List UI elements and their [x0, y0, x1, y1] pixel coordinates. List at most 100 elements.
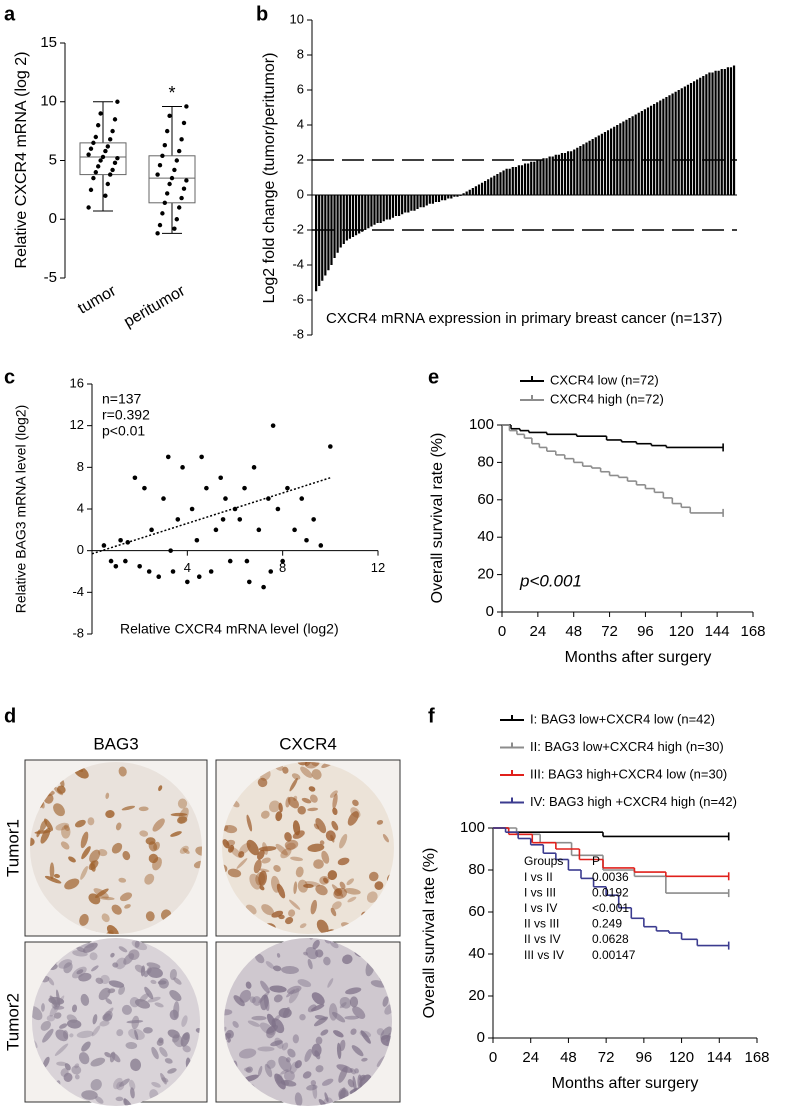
tissue-cell [101, 913, 110, 923]
tissue-cell [95, 888, 109, 898]
bar [699, 77, 702, 195]
tissue-cell [170, 812, 188, 817]
bar [582, 144, 585, 195]
y-tick-label: 0 [297, 186, 304, 201]
bar [370, 195, 373, 227]
x-tick-label: 12 [371, 560, 385, 575]
tissue-cell [322, 1078, 334, 1086]
tissue-cell [300, 766, 313, 778]
tissue-cell [152, 818, 165, 832]
tissue-cell [60, 1068, 69, 1077]
bar [351, 195, 355, 237]
point [160, 211, 165, 216]
tissue-cell [128, 1079, 136, 1091]
tissue-cell [105, 792, 110, 799]
tissue-cell [179, 845, 189, 854]
bar [677, 90, 680, 195]
tissue-cell [159, 1046, 168, 1057]
x-tick-label: 144 [705, 623, 730, 640]
table-cell: 0.0628 [592, 932, 629, 946]
tissue-cell [130, 1087, 135, 1099]
point [86, 205, 91, 210]
y-tick-label: 60 [468, 903, 485, 920]
point [86, 152, 91, 157]
legend-label: I: BAG3 low+CXCR4 low (n=42) [530, 711, 715, 726]
tissue-cell [332, 793, 338, 809]
point [88, 146, 94, 151]
tissue-cell [339, 996, 352, 1009]
tissue-cell [55, 822, 70, 831]
bar [324, 195, 327, 276]
bar [391, 195, 395, 218]
x-tick-label: 120 [669, 1049, 694, 1066]
tissue-cell [258, 1103, 266, 1106]
tissue-cell [40, 1020, 51, 1031]
tissue-cell [150, 979, 157, 985]
tissue-cell [274, 1037, 284, 1049]
tissue-cell [156, 1039, 164, 1046]
annotation: CXCR4 mRNA expression in primary breast … [326, 310, 722, 327]
y-tick-label: 8 [297, 46, 304, 61]
tissue-cell [169, 1009, 179, 1021]
tissue-cell [81, 846, 91, 860]
tissue-cell [76, 1030, 94, 1039]
tissue-cell [342, 954, 353, 965]
point [311, 517, 316, 522]
y-tick-label: -2 [292, 221, 304, 236]
tissue-cell [255, 953, 265, 964]
point [256, 527, 262, 533]
table-header: Groups [524, 854, 563, 868]
annotation: p<0.01 [102, 423, 145, 439]
tissue-cell [311, 992, 325, 1005]
tissue-cell [345, 987, 362, 995]
tissue-cell [278, 802, 283, 813]
tissue-texture [224, 938, 392, 1106]
tissue-cell [182, 1045, 191, 1053]
point [110, 167, 115, 173]
tissue-cell [289, 1061, 299, 1074]
bar [539, 160, 542, 195]
tissue-cell [158, 785, 163, 792]
tissue-cell [81, 1090, 98, 1100]
tissue-cell [308, 786, 316, 792]
y-tick-label: 0 [77, 542, 84, 557]
tissue-cell [337, 738, 354, 754]
point [304, 537, 309, 543]
tissue-cell [360, 1030, 371, 1044]
y-tick-label: 6 [297, 81, 304, 96]
tissue-cell [329, 790, 338, 798]
tissue-cell [91, 965, 99, 972]
tissue-cell [329, 1003, 338, 1021]
bar [671, 93, 674, 195]
tissue-cell [257, 1046, 275, 1052]
tissue-cell [49, 1001, 61, 1017]
tissue-cell [134, 998, 151, 1009]
point [108, 137, 113, 142]
tissue-cell [315, 818, 327, 834]
y-tick-label: 40 [468, 945, 485, 962]
bar [634, 114, 637, 195]
tissue-cell [276, 953, 281, 958]
bar [551, 156, 554, 195]
tissue-cell [152, 857, 162, 871]
point [167, 181, 172, 187]
tissue-cell [352, 799, 359, 807]
point [157, 163, 163, 168]
tissue-cell [337, 857, 350, 866]
tissue-cell [245, 981, 252, 989]
table-cell: 0.00147 [592, 948, 636, 962]
tissue-cell [69, 1033, 74, 1038]
panel-label: c [4, 366, 15, 388]
point [181, 186, 187, 191]
tissue-cell [303, 883, 314, 889]
point [98, 158, 103, 163]
tissue-cell [257, 777, 268, 788]
tissue-cell [287, 796, 299, 809]
tissue-cell [338, 1088, 349, 1100]
point [172, 226, 177, 231]
y-tick-label: 80 [477, 453, 494, 470]
box [148, 155, 196, 204]
tissue-cell [121, 1004, 132, 1015]
tissue-cell [63, 824, 70, 832]
point [103, 148, 108, 154]
